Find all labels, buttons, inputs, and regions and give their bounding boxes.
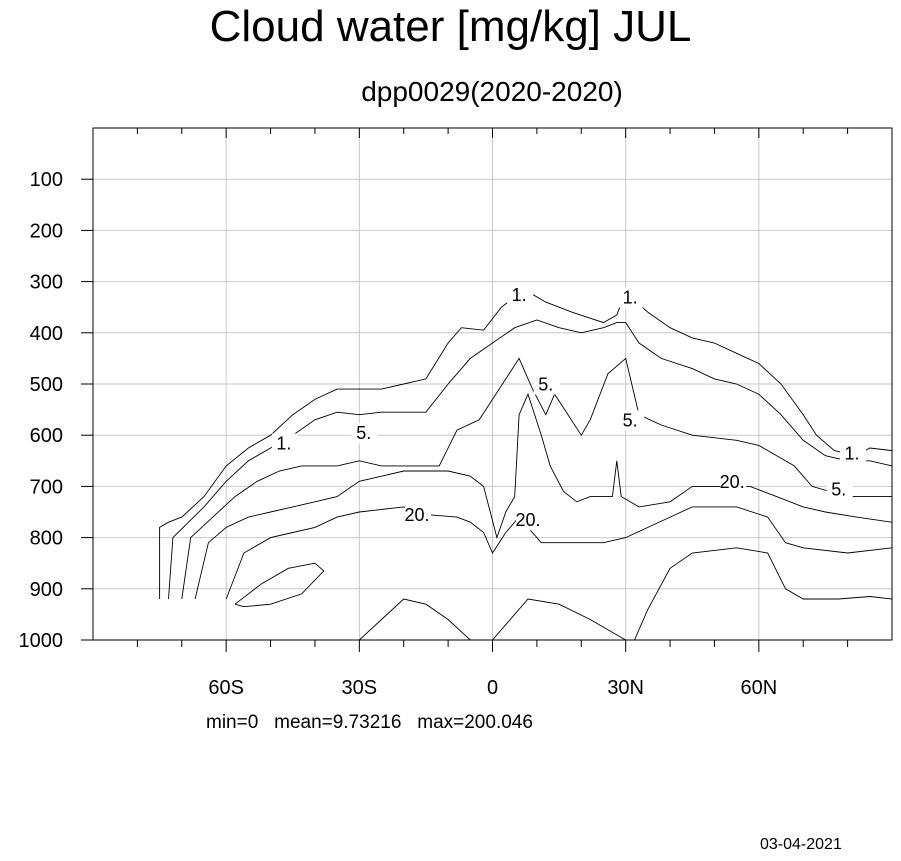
y-tick-label: 200 <box>30 220 63 242</box>
contour-label: 5. <box>538 375 553 395</box>
contour-label-bg <box>840 443 867 464</box>
contour-label: 1. <box>845 444 860 464</box>
contour-label: 5. <box>623 410 638 430</box>
contour-line <box>159 291 893 599</box>
y-tick-label: 1000 <box>19 630 64 652</box>
contour-label-bg <box>618 287 645 308</box>
contour-line <box>634 547 893 641</box>
contour-line <box>234 562 325 608</box>
contour-line <box>194 392 893 600</box>
contour-label: 5. <box>831 480 846 500</box>
contour-label: 20. <box>515 510 540 530</box>
y-tick-label: 300 <box>30 272 63 294</box>
contour-label-layer: 1. 1. 1. 1. 5. 5. 5. 5. 20. 20. 20. <box>271 284 867 531</box>
y-tick-label: 100 <box>30 169 63 191</box>
contour-line <box>225 506 893 600</box>
y-tick-label: 400 <box>30 323 63 345</box>
contour-label-bg <box>271 433 298 454</box>
contour-label: 20. <box>405 505 430 525</box>
grid-layer <box>93 128 892 640</box>
contour-label-bg <box>533 374 560 395</box>
contour-label: 1. <box>276 433 291 453</box>
x-tick-label: 30N <box>607 677 644 699</box>
x-tick-label: 0 <box>487 677 498 699</box>
contour-label-bg <box>826 479 853 500</box>
x-tick-label: 30S <box>342 677 378 699</box>
x-tick-label: 60N <box>740 677 777 699</box>
x-tick-label: 60S <box>208 677 244 699</box>
contour-label-bg <box>720 471 747 492</box>
contour-label-bg <box>618 410 645 431</box>
contour-label-bg <box>405 505 432 526</box>
contour-label-bg <box>516 510 543 531</box>
y-tick-label: 900 <box>30 579 63 601</box>
contour-label: 1. <box>512 285 527 305</box>
contour-line <box>358 598 471 641</box>
statistics-line: min=0 mean=9.73216 max=200.046 <box>206 712 533 733</box>
chart-subtitle: dpp0029(2020-2020) <box>361 76 623 107</box>
axis-layer: 100 200 300 400 500 600 700 800 900 1000 60S 30S 0 30… <box>19 127 893 699</box>
y-tick-label: 700 <box>30 476 63 498</box>
contour-label: 20. <box>720 472 745 492</box>
plot-date: 03-04-2021 <box>760 836 842 853</box>
y-tick-label: 600 <box>30 425 63 447</box>
contour-label: 5. <box>356 423 371 443</box>
contour-line <box>181 357 892 600</box>
contour-line <box>492 598 626 641</box>
y-tick-label: 500 <box>30 374 63 396</box>
y-tick-label: 800 <box>30 528 63 550</box>
chart-title: Cloud water [mg/kg] JUL <box>209 2 692 51</box>
contour-layer <box>159 291 893 641</box>
contour-label: 1. <box>623 288 638 308</box>
contour-label-bg <box>351 423 378 444</box>
contour-label-bg <box>507 284 534 305</box>
